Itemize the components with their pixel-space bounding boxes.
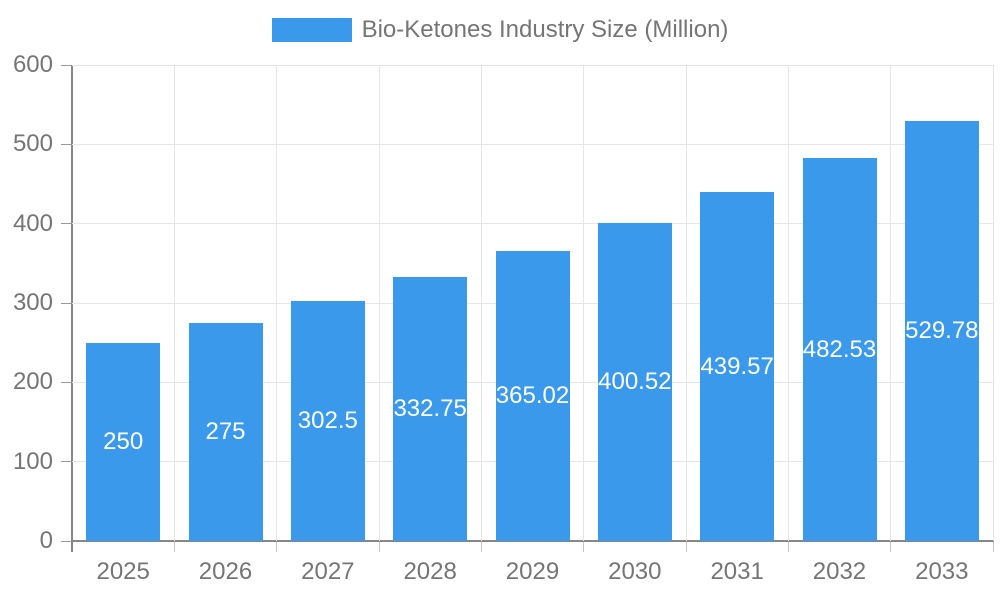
x-axis-label: 2032 bbox=[812, 558, 867, 585]
bar-value-label: 400.52 bbox=[598, 368, 672, 396]
y-axis-label: 0 bbox=[39, 527, 53, 554]
plot-area: 250 275 302.5 332.75 365.02 400.52 439.57 482.5… bbox=[61, 64, 994, 552]
bar-2033[interactable]: 529.78 bbox=[904, 120, 979, 541]
gridline-vertical bbox=[685, 65, 687, 541]
bar-2031[interactable]: 439.57 bbox=[700, 192, 775, 541]
bar-value-label: 439.57 bbox=[700, 352, 774, 380]
legend-label: Bio-Ketones Industry Size (Million) bbox=[361, 16, 729, 43]
x-axis-tick bbox=[378, 542, 380, 552]
bar-2027[interactable]: 302.5 bbox=[290, 301, 365, 541]
x-axis-tick bbox=[276, 542, 278, 552]
x-axis-tick bbox=[992, 542, 994, 552]
x-axis-label: 2025 bbox=[96, 558, 150, 585]
x-axis-tick bbox=[890, 542, 892, 552]
bar-value-label: 332.75 bbox=[393, 395, 467, 423]
y-axis-tick bbox=[61, 302, 71, 304]
x-axis-label: 2026 bbox=[198, 558, 253, 585]
x-axis-tick bbox=[480, 542, 482, 552]
y-axis-tick bbox=[61, 143, 71, 145]
y-axis-label: 300 bbox=[12, 289, 53, 316]
bar-2032[interactable]: 482.53 bbox=[802, 158, 877, 541]
gridline-vertical bbox=[480, 65, 482, 541]
y-axis-label: 100 bbox=[12, 447, 53, 475]
gridline-horizontal bbox=[72, 64, 993, 66]
bar-value-label: 529.78 bbox=[905, 316, 979, 344]
y-axis-label: 200 bbox=[12, 368, 53, 396]
x-axis-tick bbox=[583, 542, 585, 552]
y-axis-label: 600 bbox=[12, 51, 53, 78]
y-axis-tick bbox=[61, 461, 71, 463]
y-axis-tick bbox=[61, 540, 71, 542]
bar-value-label: 482.53 bbox=[802, 335, 877, 363]
y-axis-tick bbox=[61, 381, 71, 383]
gridline-vertical bbox=[378, 65, 380, 541]
x-axis-label: 2028 bbox=[403, 558, 457, 585]
bar-2029[interactable]: 365.02 bbox=[495, 251, 570, 541]
x-axis-tick bbox=[173, 542, 175, 552]
x-axis-label: 2031 bbox=[710, 558, 764, 585]
legend-swatch-icon[interactable] bbox=[271, 18, 352, 42]
x-axis-tick bbox=[685, 542, 687, 552]
gridline-vertical bbox=[787, 65, 789, 541]
gridline-horizontal bbox=[72, 223, 993, 225]
x-axis-label: 2027 bbox=[301, 558, 355, 585]
bar-value-label: 365.02 bbox=[495, 382, 570, 410]
gridline-vertical bbox=[276, 65, 278, 541]
gridline-vertical bbox=[992, 65, 994, 541]
gridline-vertical bbox=[173, 65, 175, 541]
y-axis-labels: 0 100 200 300 400 500 600 bbox=[0, 51, 60, 554]
gridline-horizontal bbox=[72, 143, 993, 145]
x-axis-labels: 2025 2026 2027 2028 2029 2030 2031 2032 2033 bbox=[72, 556, 993, 588]
bar-2026[interactable]: 275 bbox=[188, 322, 263, 541]
bar-value-label: 275 bbox=[205, 417, 246, 445]
bar-value-label: 302.5 bbox=[297, 407, 358, 435]
bar-value-label: 250 bbox=[103, 427, 144, 455]
y-axis-label: 500 bbox=[12, 130, 53, 158]
bar-2025[interactable]: 250 bbox=[86, 342, 161, 541]
bar-2030[interactable]: 400.52 bbox=[597, 223, 672, 541]
legend[interactable]: Bio-Ketones Industry Size (Million) bbox=[0, 16, 1000, 44]
y-axis-label: 400 bbox=[12, 209, 53, 237]
y-axis-tick bbox=[61, 64, 71, 66]
x-axis-line bbox=[71, 540, 994, 542]
x-axis-tick bbox=[787, 542, 789, 552]
gridline-vertical bbox=[583, 65, 585, 541]
y-axis-tick bbox=[61, 223, 71, 225]
x-axis-label: 2029 bbox=[505, 558, 560, 585]
x-axis-label: 2033 bbox=[915, 558, 969, 585]
x-axis-label: 2030 bbox=[608, 558, 662, 585]
gridline-vertical bbox=[890, 65, 892, 541]
bar-2028[interactable]: 332.75 bbox=[393, 277, 468, 541]
y-axis-line bbox=[71, 65, 73, 552]
